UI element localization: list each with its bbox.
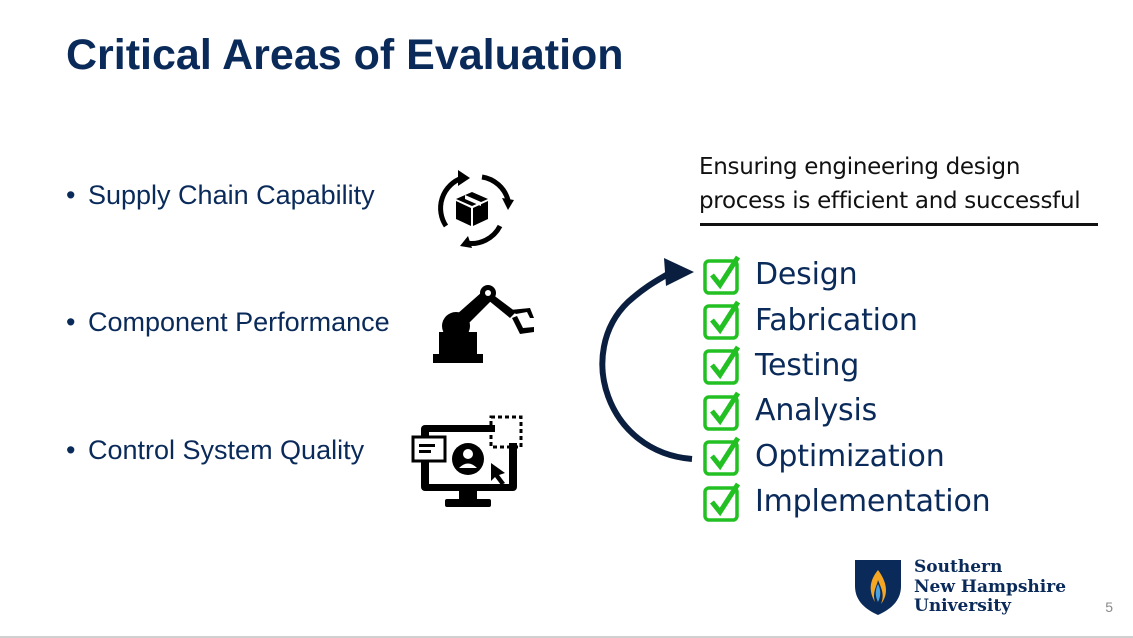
process-header: Ensuring engineering design process is e… bbox=[699, 150, 1097, 218]
curved-arrow-icon bbox=[599, 258, 694, 462]
green-checkbox-icon bbox=[703, 436, 741, 476]
green-checkbox-icon bbox=[703, 391, 741, 431]
green-checkbox-icon bbox=[703, 346, 741, 386]
checklist-label: Testing bbox=[755, 347, 860, 383]
header-underline bbox=[700, 223, 1098, 226]
green-checkbox-icon bbox=[703, 482, 741, 522]
bullet-component-performance: • Component Performance bbox=[66, 307, 390, 337]
slide-title: Critical Areas of Evaluation bbox=[66, 31, 624, 79]
process-header-line1: Ensuring engineering design bbox=[699, 154, 1021, 180]
logo-line2: New Hampshire bbox=[914, 576, 1067, 597]
checklist-item-optimization: Optimization bbox=[703, 434, 990, 479]
green-checkbox-icon bbox=[703, 300, 741, 340]
checklist-item-fabrication: Fabrication bbox=[703, 297, 990, 342]
robotic-arm-icon bbox=[433, 285, 534, 363]
checklist-item-design: Design bbox=[703, 252, 990, 297]
bullet-label: Component Performance bbox=[88, 307, 390, 337]
checklist-item-testing: Testing bbox=[703, 343, 990, 388]
checklist-item-analysis: Analysis bbox=[703, 388, 990, 433]
logo-wordmark: Southern New Hampshire University bbox=[914, 557, 1067, 617]
logo-line3: University bbox=[914, 596, 1012, 616]
checklist-label: Design bbox=[755, 257, 858, 293]
checklist-item-implementation: Implementation bbox=[703, 479, 991, 524]
bottom-divider bbox=[0, 636, 1133, 638]
snhu-logo: Southern New Hampshire University bbox=[853, 557, 1067, 617]
snhu-shield-flame-icon bbox=[855, 560, 901, 616]
supply-chain-box-cycle-icon bbox=[438, 170, 514, 248]
checklist-label: Optimization bbox=[755, 438, 945, 474]
computer-monitor-user-icon bbox=[411, 415, 523, 507]
green-checkbox-icon bbox=[703, 255, 741, 295]
process-header-line2: process is efficient and successful bbox=[699, 188, 1081, 214]
checklist-label: Fabrication bbox=[755, 302, 918, 338]
bullet-label: Control System Quality bbox=[88, 435, 365, 465]
bullet-supply-chain: • Supply Chain Capability bbox=[66, 180, 375, 210]
checklist-label: Implementation bbox=[755, 484, 991, 520]
logo-line1: Southern bbox=[914, 557, 1003, 577]
checklist-label: Analysis bbox=[755, 393, 878, 429]
bullet-control-system: • Control System Quality bbox=[66, 435, 365, 465]
process-checklist: Design Fabrication Testing Analysis Opti… bbox=[703, 252, 991, 524]
bullet-label: Supply Chain Capability bbox=[88, 180, 375, 210]
page-number: 5 bbox=[1105, 599, 1113, 615]
